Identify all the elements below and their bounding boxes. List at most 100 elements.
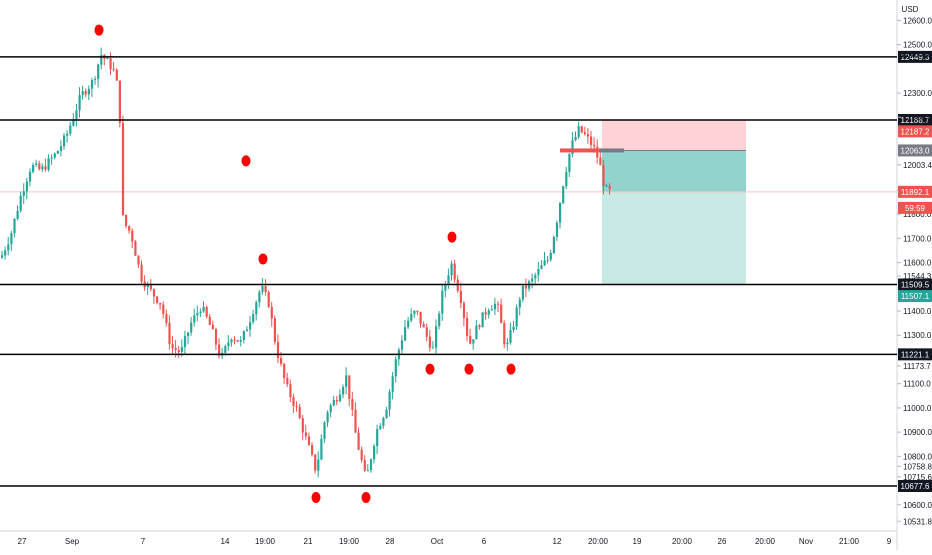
profit-zone-filled [602, 150, 746, 192]
swing-marker-dot [447, 231, 457, 243]
candle-body [326, 412, 329, 423]
candle-body [459, 290, 462, 304]
candle-body [22, 191, 25, 196]
candle-body [568, 153, 571, 172]
candle-body [53, 153, 56, 158]
candle-body [227, 342, 230, 347]
candle-body [586, 134, 590, 137]
candle-body [301, 418, 304, 433]
candle-body [280, 358, 283, 364]
candlestick-series [1, 47, 611, 478]
candle-body [38, 163, 41, 170]
candle-body [283, 363, 286, 378]
candle-body [208, 316, 211, 325]
candle-body [128, 226, 131, 231]
level-price-tag [898, 50, 932, 63]
candle-body [546, 259, 549, 261]
candle-body [462, 303, 466, 319]
candle-body [416, 310, 419, 312]
candle-body [360, 449, 363, 461]
candle-body [245, 329, 249, 332]
candle-body [608, 185, 611, 189]
candle-body [211, 324, 214, 330]
candle-body [156, 296, 159, 303]
entry-marker-gray [600, 148, 624, 153]
candle-body [565, 171, 568, 187]
candle-body [320, 438, 323, 460]
candle-body [422, 324, 425, 328]
candle-body [444, 284, 447, 291]
y-tick-label: 10900.0 [903, 428, 932, 437]
candle-body [345, 375, 348, 387]
price-tag-box [898, 201, 932, 214]
horizontal-levels[interactable]: 12449.3 12188.7 11509.5 11221.1 10677.6 [0, 50, 932, 492]
candle-body [555, 222, 559, 237]
candle-body [41, 166, 44, 170]
candle-body [252, 314, 255, 323]
candle-body [32, 165, 35, 172]
candle-body [518, 299, 521, 308]
candle-body [121, 122, 125, 215]
candle-body [549, 252, 552, 260]
candle-body [363, 460, 366, 471]
candle-body [261, 286, 264, 292]
candle-body [456, 279, 459, 291]
x-tick-label: Nov [799, 537, 813, 546]
candle-body [441, 290, 444, 314]
candle-body [171, 344, 174, 349]
candle-body [255, 302, 258, 315]
price-tag-label: 11507.1 [901, 292, 930, 301]
position-zones [0, 120, 897, 286]
candle-body [131, 230, 134, 242]
y-tick-label: 12300.0 [903, 89, 932, 98]
candle-body [196, 313, 199, 316]
candle-body [369, 459, 373, 471]
candle-body [605, 185, 608, 187]
candle-body [382, 417, 385, 426]
candle-body [484, 312, 487, 315]
x-tick-label: 20:00 [755, 537, 776, 546]
x-tick-label: 12 [553, 537, 562, 546]
candle-body [115, 69, 118, 81]
y-tick-label: 10600.0 [903, 501, 932, 510]
candle-body [524, 285, 528, 289]
candle-body [351, 399, 354, 410]
candle-body [16, 210, 19, 219]
grid-lines [0, 0, 898, 550]
candle-body [289, 384, 292, 398]
price-tag-label: 12460.9 [901, 50, 930, 59]
y-tick-label: 10758.8 [903, 462, 932, 471]
candle-body [7, 244, 10, 251]
candle-body [590, 136, 593, 145]
x-tick-label: 19:00 [255, 537, 276, 546]
candle-body [376, 429, 379, 447]
candle-body [63, 135, 66, 147]
candle-body [332, 400, 335, 406]
candle-body [264, 286, 267, 293]
x-tick-label: 19:00 [339, 537, 360, 546]
candle-body [137, 255, 140, 265]
time-axis[interactable]: 27 Sep 7 14 19:00 21 19:00 28 Oct 6 12 20:00 19 20:00… [18, 537, 892, 546]
x-tick-label: 26 [718, 537, 727, 546]
candle-body [466, 318, 469, 336]
price-axis[interactable]: USD 12600.0 12500.0 12300.0 12200.0 12003.4 1… [897, 5, 932, 526]
candle-body [193, 315, 196, 323]
candle-body [134, 241, 137, 256]
y-tick-label: 11000.0 [903, 404, 932, 413]
candle-body [599, 157, 602, 166]
candle-body [56, 151, 59, 154]
candle-body [75, 110, 78, 120]
candle-body [230, 339, 233, 343]
candle-body [4, 250, 7, 256]
candle-body [28, 171, 32, 182]
level-price-tag [898, 278, 932, 291]
y-tick-label: 11544.3 [903, 272, 932, 281]
swing-marker-dot [94, 24, 104, 36]
candle-body [385, 409, 388, 418]
candle-body [180, 347, 183, 352]
candle-body [435, 326, 438, 348]
candle-body [66, 133, 69, 136]
candle-body [413, 310, 416, 315]
